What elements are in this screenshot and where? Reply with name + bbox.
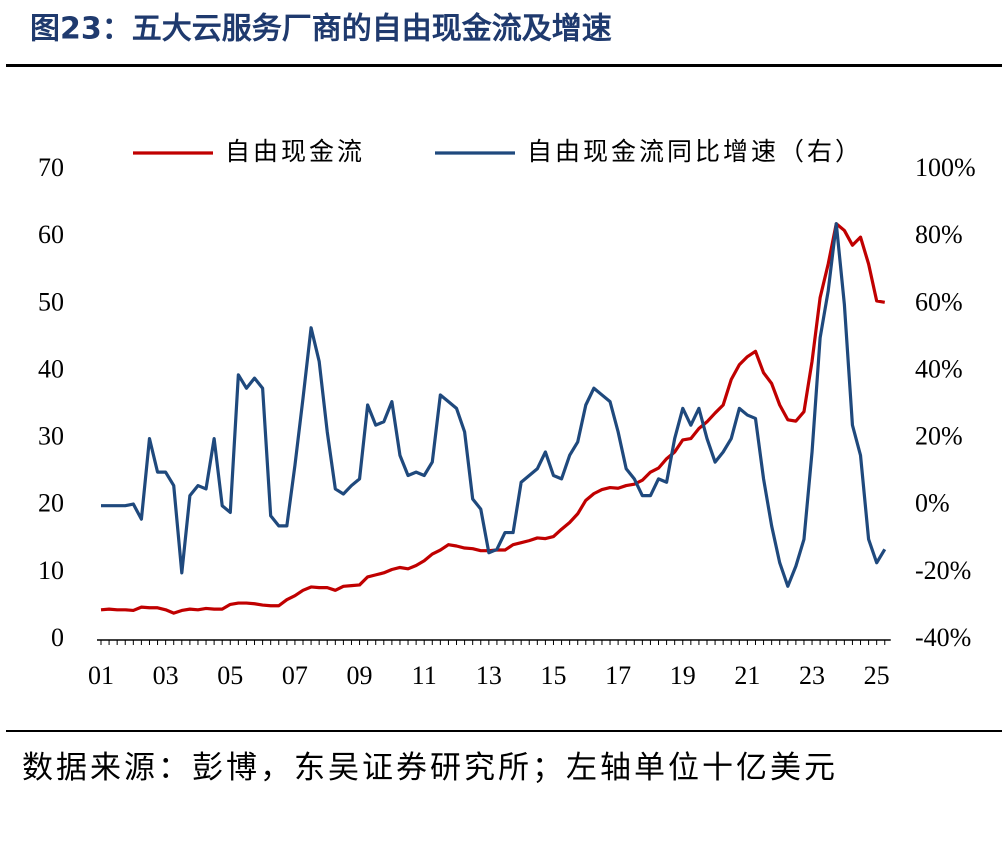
title-rule bbox=[6, 64, 1002, 67]
x-tick-label: 07 bbox=[282, 661, 308, 690]
source: 数据来源：彭博，东吴证券研究所；左轴单位十亿美元 bbox=[22, 750, 838, 786]
x-tick-label: 01 bbox=[88, 661, 114, 690]
y-tick-label: 60 bbox=[38, 220, 64, 249]
chart-title: 图23：五大云服务厂商的自由现金流及增速 bbox=[30, 12, 612, 47]
x-tick-label: 05 bbox=[217, 661, 243, 690]
x-tick-label: 11 bbox=[412, 661, 437, 690]
legend-label: 自由现金流 bbox=[225, 137, 365, 166]
x-tick-label: 23 bbox=[799, 661, 825, 690]
y2-tick-label: -40% bbox=[915, 623, 971, 652]
legend-label: 自由现金流同比增速（右） bbox=[527, 137, 863, 166]
y2-tick-label: 60% bbox=[915, 287, 963, 316]
y2-tick-label: 20% bbox=[915, 422, 963, 451]
y2-tick-label: 0% bbox=[915, 489, 950, 518]
y-tick-label: 0 bbox=[51, 623, 64, 652]
y2-tick-label: 40% bbox=[915, 354, 963, 383]
y-tick-label: 10 bbox=[38, 556, 64, 585]
x-tick-label: 19 bbox=[670, 661, 696, 690]
y-tick-label: 20 bbox=[38, 489, 64, 518]
x-tick-label: 17 bbox=[605, 661, 631, 690]
y-tick-label: 70 bbox=[38, 153, 64, 182]
y2-tick-label: -20% bbox=[915, 556, 971, 585]
y2-tick-label: 100% bbox=[915, 153, 976, 182]
x-tick-label: 15 bbox=[540, 661, 566, 690]
series-line bbox=[100, 222, 886, 615]
y2-tick-label: 80% bbox=[915, 220, 963, 249]
x-tick-label: 09 bbox=[347, 661, 373, 690]
x-tick-label: 21 bbox=[734, 661, 760, 690]
y-tick-label: 30 bbox=[38, 422, 64, 451]
source-rule bbox=[6, 730, 1002, 732]
series-line bbox=[101, 222, 887, 588]
y-tick-label: 50 bbox=[38, 287, 64, 316]
x-tick-label: 03 bbox=[153, 661, 179, 690]
x-tick-label: 25 bbox=[864, 661, 890, 690]
x-tick-label: 13 bbox=[476, 661, 502, 690]
source-box: 数据来源：彭博，东吴证券研究所；左轴单位十亿美元 bbox=[22, 750, 838, 786]
y-tick-label: 40 bbox=[38, 354, 64, 383]
